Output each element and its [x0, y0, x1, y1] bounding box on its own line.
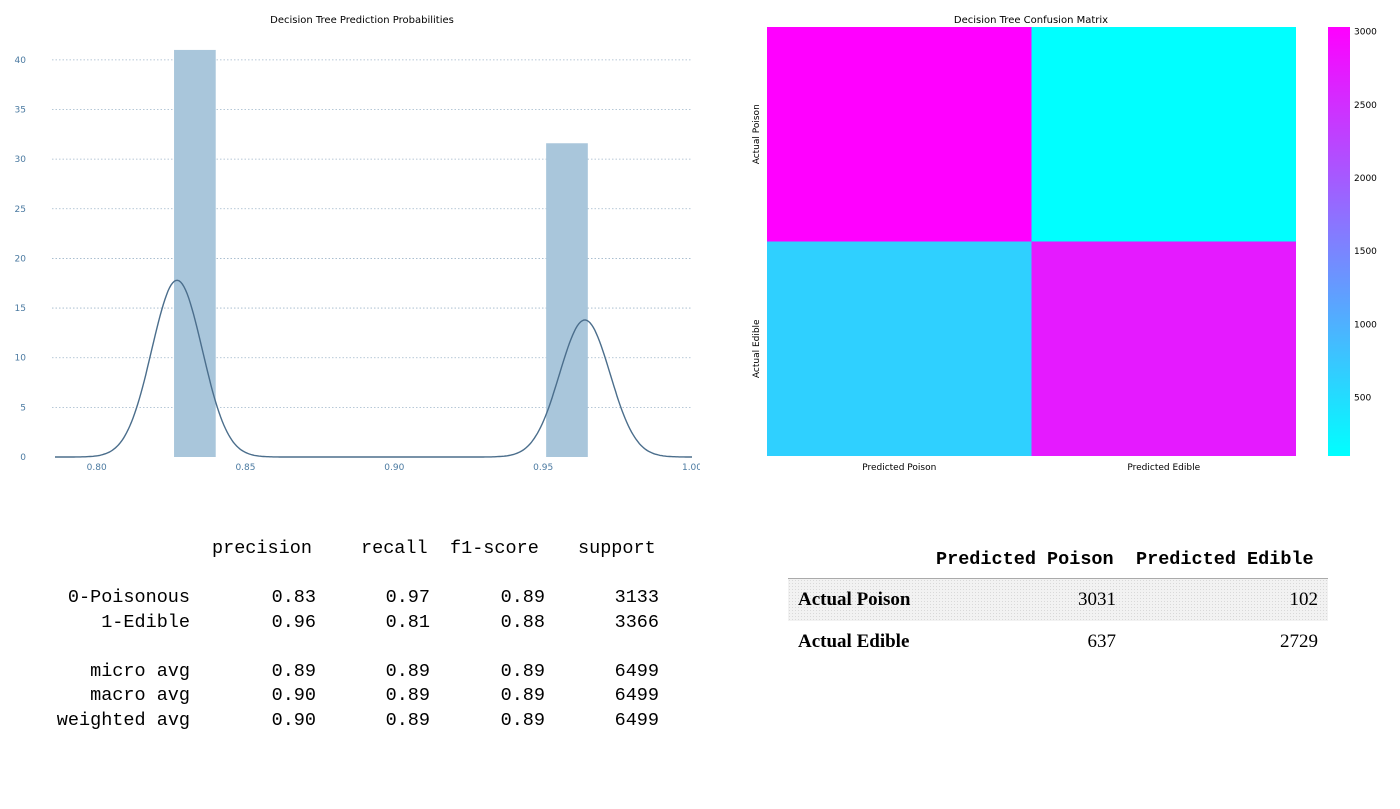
confusion-matrix-title: Decision Tree Confusion Matrix [954, 15, 1108, 26]
histogram-y-tick-label: 5 [20, 403, 26, 413]
report-cell-support: 6499 [614, 709, 660, 731]
report-cell-recall: 0.97 [385, 587, 431, 608]
histogram-x-tick-label: 0.90 [384, 463, 404, 473]
confusion-matrix-cell [1031, 241, 1296, 456]
report-cell-precision: 0.83 [271, 587, 317, 608]
report-row: weighted avg 0.90 0.89 0.89 6499 [40, 710, 680, 735]
cm-table-row: Actual Edible 637 2729 [788, 621, 1328, 663]
histogram-x-tick-label: 0.95 [533, 463, 553, 473]
report-average-rows: micro avg 0.89 0.89 0.89 6499 macro avg 0.90 0.… [40, 661, 680, 735]
histogram-x-tick-label: 0.85 [235, 463, 255, 473]
confusion-matrix-y-label: Actual Edible [752, 319, 762, 378]
confusion-matrix-cell [767, 27, 1032, 242]
colorbar-tick-label: 2500 [1354, 101, 1377, 111]
report-cell-support: 6499 [614, 660, 660, 682]
report-cell-label: micro avg [90, 660, 191, 682]
cm-table-value: 3031 [1078, 589, 1116, 610]
histogram-y-tick-label: 40 [15, 56, 27, 66]
report-cell-f1: 0.89 [500, 685, 546, 706]
report-header-f1: f1-score [450, 538, 539, 559]
cm-table-body: Actual Poison 3031 102 Actual Edible 637 2729 [788, 579, 1328, 663]
cm-table-col-predicted-edible: Predicted Edible [1136, 549, 1314, 570]
cm-table-col-predicted-poison: Predicted Poison [936, 549, 1114, 570]
report-cell-precision: 0.90 [271, 709, 317, 731]
report-header-row: precision recall f1-score support [40, 538, 680, 563]
cm-table-value: 2729 [1280, 631, 1318, 652]
kde-curve [55, 279, 692, 458]
confusion-matrix-x-label: Predicted Poison [862, 463, 936, 473]
report-cell-recall: 0.81 [385, 611, 431, 633]
report-cell-label: macro avg [90, 685, 191, 706]
report-cell-precision: 0.96 [271, 611, 317, 633]
cm-table-row-label: Actual Edible [798, 631, 910, 652]
colorbar-tick-label: 1500 [1354, 247, 1377, 257]
confusion-matrix-x-labels: Predicted Poison Predicted Edible [862, 463, 1200, 473]
report-row: 1-Edible 0.96 0.81 0.88 3366 [40, 612, 680, 637]
histogram-y-tick-label: 20 [15, 254, 27, 264]
report-class-rows: 0-Poisonous 0.83 0.97 0.89 3133 1-Edible 0.96 0… [40, 587, 680, 636]
histogram-bar [546, 143, 588, 457]
confusion-matrix-heatmap: Decision Tree Confusion Matrix Predicted… [752, 15, 1377, 473]
colorbar-ticks: 500 1000 1500 2000 2500 3000 [1354, 28, 1377, 404]
confusion-matrix-cells [767, 27, 1296, 456]
cm-table-header: Predicted Poison Predicted Edible [788, 540, 1328, 579]
cm-table-row: Actual Poison 3031 102 [788, 579, 1328, 621]
report-row: macro avg 0.90 0.89 0.89 6499 [40, 685, 680, 710]
histogram-bars [174, 49, 588, 458]
report-cell-recall: 0.89 [385, 660, 431, 682]
confusion-matrix-y-labels: Actual Poison Actual Edible [752, 104, 762, 378]
report-header-precision: precision [212, 538, 312, 559]
histogram-y-ticks: 0 5 10 15 20 25 30 35 40 [15, 56, 27, 463]
report-cell-f1: 0.89 [500, 709, 546, 731]
report-cell-recall: 0.89 [385, 685, 431, 706]
classification-report: precision recall f1-score support 0-Pois… [40, 538, 680, 734]
histogram-y-tick-label: 25 [15, 205, 26, 215]
report-cell-support: 3133 [614, 587, 660, 608]
report-cell-label: 1-Edible [101, 611, 191, 633]
confusion-matrix-x-label: Predicted Edible [1127, 463, 1200, 473]
histogram-grid [52, 59, 692, 408]
report-cell-support: 3366 [614, 611, 660, 633]
histogram-x-tick-label: 0.80 [87, 463, 107, 473]
colorbar-tick-label: 3000 [1354, 28, 1377, 38]
report-row: micro avg 0.89 0.89 0.89 6499 [40, 661, 680, 686]
histogram-x-ticks: 0.80 0.85 0.90 0.95 1.00 [87, 463, 700, 473]
report-cell-precision: 0.90 [271, 685, 317, 706]
colorbar-tick-label: 500 [1354, 394, 1371, 404]
report-cell-label: weighted avg [56, 709, 191, 731]
report-cell-recall: 0.89 [385, 709, 431, 731]
colorbar [1328, 27, 1350, 456]
report-cell-label: 0-Poisonous [67, 587, 191, 608]
report-header-support: support [578, 538, 656, 559]
report-cell-f1: 0.88 [500, 611, 546, 633]
histogram-y-tick-label: 15 [15, 304, 26, 314]
histogram-y-tick-label: 30 [15, 155, 27, 165]
cm-table-row-label: Actual Poison [798, 589, 911, 610]
confusion-matrix-cell [1031, 27, 1296, 242]
histogram-title: Decision Tree Prediction Probabilities [270, 15, 454, 26]
histogram-x-tick-label: 1.00 [682, 463, 700, 473]
report-row: 0-Poisonous 0.83 0.97 0.89 3133 [40, 587, 680, 612]
report-cell-support: 6499 [614, 685, 660, 706]
confusion-matrix-cell [767, 241, 1032, 456]
cm-table-value: 102 [1289, 589, 1319, 610]
report-cell-f1: 0.89 [500, 587, 546, 608]
cm-table-value: 637 [1087, 631, 1117, 652]
report-cell-precision: 0.89 [271, 660, 317, 682]
confusion-matrix-y-label: Actual Poison [752, 104, 762, 164]
report-cell-f1: 0.89 [500, 660, 546, 682]
prediction-probability-histogram: Decision Tree Prediction Probabilities 0… [15, 15, 700, 473]
colorbar-tick-label: 2000 [1354, 174, 1377, 184]
colorbar-tick-label: 1000 [1354, 320, 1377, 330]
histogram-bar [174, 49, 216, 458]
histogram-y-tick-label: 35 [15, 106, 26, 116]
confusion-matrix-table: Predicted Poison Predicted Edible Actual… [788, 540, 1328, 663]
report-header-recall: recall [361, 538, 428, 559]
histogram-y-tick-label: 0 [20, 453, 26, 463]
histogram-y-tick-label: 10 [15, 354, 27, 364]
